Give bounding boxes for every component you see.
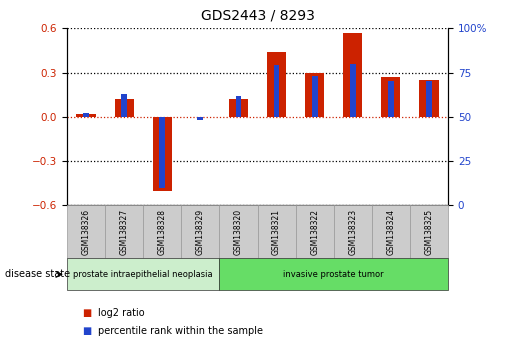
Bar	[181, 205, 219, 258]
Text: GSM138329: GSM138329	[196, 209, 205, 255]
Text: GSM138326: GSM138326	[81, 209, 91, 255]
Text: ■: ■	[82, 308, 92, 318]
Bar	[426, 81, 432, 117]
Text: log2 ratio: log2 ratio	[98, 308, 145, 318]
Bar	[267, 52, 286, 117]
Text: prostate intraepithelial neoplasia: prostate intraepithelial neoplasia	[73, 270, 213, 279]
Bar	[372, 205, 410, 258]
Bar	[235, 96, 242, 117]
Text: GSM138320: GSM138320	[234, 209, 243, 255]
Text: percentile rank within the sample: percentile rank within the sample	[98, 326, 263, 336]
Bar	[121, 94, 127, 117]
Text: ■: ■	[82, 326, 92, 336]
Bar	[159, 117, 165, 188]
Bar	[229, 99, 248, 117]
Text: GSM138324: GSM138324	[386, 209, 396, 255]
Bar	[350, 64, 356, 117]
Bar	[76, 114, 96, 117]
Bar	[153, 117, 172, 190]
Bar	[334, 205, 372, 258]
Bar	[382, 77, 401, 117]
Text: GSM138322: GSM138322	[310, 209, 319, 255]
Bar	[296, 205, 334, 258]
Text: GSM138327: GSM138327	[119, 209, 129, 255]
Bar	[197, 117, 203, 120]
Bar	[273, 65, 280, 117]
Bar	[388, 81, 394, 117]
Text: GSM138323: GSM138323	[348, 209, 357, 255]
Bar	[305, 73, 324, 117]
Text: invasive prostate tumor: invasive prostate tumor	[283, 270, 384, 279]
Bar	[105, 205, 143, 258]
Bar	[143, 205, 181, 258]
Bar	[344, 33, 363, 117]
Text: GSM138325: GSM138325	[424, 209, 434, 255]
Bar	[83, 113, 89, 117]
Bar	[219, 205, 258, 258]
Bar	[219, 258, 448, 290]
Text: GSM138321: GSM138321	[272, 209, 281, 255]
Bar	[419, 80, 439, 117]
Bar	[67, 258, 219, 290]
Text: GSM138328: GSM138328	[158, 209, 167, 255]
Bar	[410, 205, 448, 258]
Bar	[114, 99, 134, 117]
Bar	[312, 76, 318, 117]
Bar	[258, 205, 296, 258]
Text: GDS2443 / 8293: GDS2443 / 8293	[200, 9, 315, 23]
Text: disease state: disease state	[5, 269, 70, 279]
Bar	[67, 205, 105, 258]
